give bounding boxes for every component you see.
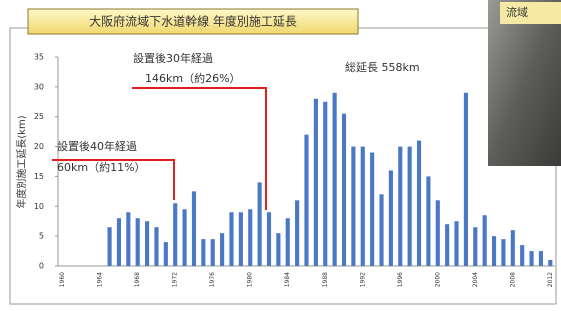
bar — [379, 194, 383, 266]
bar — [426, 176, 430, 266]
bar — [417, 141, 421, 266]
bar — [464, 93, 468, 266]
photo — [488, 0, 561, 166]
bar — [183, 209, 187, 266]
bar — [239, 212, 243, 266]
x-tick-label: 2000 — [434, 272, 441, 287]
annotation: 146km（約26%） — [145, 71, 241, 85]
y-tick-label: 5 — [39, 232, 44, 241]
bar — [108, 227, 112, 266]
y-tick-label: 15 — [34, 172, 44, 181]
bar — [333, 93, 337, 266]
bar — [539, 251, 543, 266]
bar — [370, 153, 374, 266]
x-tick-label: 2012 — [547, 272, 554, 287]
x-tick-label: 1992 — [359, 272, 366, 287]
bar — [295, 200, 299, 266]
annotation: 60km（約11%） — [57, 160, 146, 174]
bar — [323, 102, 327, 266]
bar — [164, 242, 168, 266]
chart: 流域 大阪府流域下水道幹線 年度別施工延長 年度別施工延長(km) 0 5 10 15… — [0, 0, 561, 311]
bar — [361, 147, 365, 266]
y-axis-label: 年度別施工延長(km) — [15, 115, 28, 208]
bar — [483, 215, 487, 266]
bar — [398, 147, 402, 266]
bar — [192, 191, 196, 266]
bar — [501, 239, 505, 266]
bar — [126, 212, 130, 266]
bar — [248, 209, 252, 266]
bar — [436, 200, 440, 266]
bar — [511, 230, 515, 266]
x-tick-label: 1960 — [59, 272, 66, 287]
bar — [408, 147, 412, 266]
bar — [473, 227, 477, 266]
x-tick-label: 2008 — [509, 272, 516, 287]
bar — [136, 218, 140, 266]
bar — [351, 147, 355, 266]
bar — [154, 227, 158, 266]
x-tick-label: 1996 — [397, 272, 404, 287]
bar — [220, 233, 224, 266]
y-tick-label: 10 — [34, 202, 44, 211]
bar — [258, 182, 262, 266]
photo-label: 流域 — [506, 5, 528, 19]
x-tick-label: 2004 — [472, 272, 479, 287]
bar — [304, 135, 308, 266]
bar — [145, 221, 149, 266]
bar — [314, 99, 318, 266]
x-tick-label: 1972 — [172, 272, 179, 287]
y-tick-label: 20 — [34, 142, 44, 151]
y-tick-label: 30 — [34, 82, 44, 91]
bar — [276, 233, 280, 266]
bar — [267, 212, 271, 266]
bar — [445, 224, 449, 266]
bar — [211, 239, 215, 266]
bar — [173, 203, 177, 266]
bar — [492, 236, 496, 266]
x-tick-label: 1988 — [322, 272, 329, 287]
chart-title: 大阪府流域下水道幹線 年度別施工延長 — [89, 14, 297, 29]
x-tick-label: 1968 — [134, 272, 141, 287]
bar — [454, 221, 458, 266]
x-tick-label: 1964 — [97, 272, 104, 287]
bar — [342, 114, 346, 266]
annotation: 総延長 558km — [345, 60, 420, 74]
y-tick-label: 0 — [39, 262, 44, 271]
annotation: 設置後30年経過 — [133, 51, 213, 65]
annotation: 設置後40年経過 — [57, 139, 137, 153]
bar — [548, 260, 552, 266]
bar — [201, 239, 205, 266]
y-tick-label: 25 — [34, 112, 44, 121]
bar — [286, 218, 290, 266]
bar — [229, 212, 233, 266]
bar — [117, 218, 121, 266]
bar — [529, 251, 533, 266]
bar — [520, 245, 524, 266]
x-tick-label: 1976 — [209, 272, 216, 287]
y-tick-label: 35 — [34, 53, 44, 62]
x-tick-label: 1984 — [284, 272, 291, 287]
x-tick-label: 1980 — [247, 272, 254, 287]
bar — [389, 170, 393, 266]
